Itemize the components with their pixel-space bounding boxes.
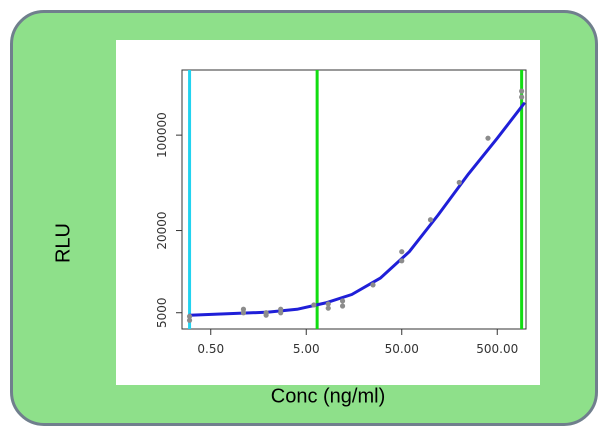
plot-frame (181, 69, 527, 330)
x-tick-label: 0.50 (197, 342, 224, 356)
data-point (456, 179, 462, 186)
data-point (519, 88, 525, 94)
data-point (263, 312, 269, 318)
data-point (399, 258, 405, 264)
chart-svg: 0.50 5.00 50.00 500.00 5000 20000 100000 (155, 69, 527, 356)
plot-card: 0.50 5.00 50.00 500.00 5000 20000 100000 (116, 40, 540, 385)
data-point (339, 298, 346, 304)
data-point (278, 310, 284, 316)
data-point (325, 305, 331, 311)
y-axis-label: RLU (52, 222, 75, 264)
data-point (519, 94, 525, 100)
data-point (427, 217, 434, 223)
fit-curve (188, 102, 526, 317)
data-point (339, 303, 346, 309)
data-point (399, 249, 405, 255)
x-tick-label: 500.00 (476, 342, 518, 356)
y-tick-label: 100000 (155, 112, 169, 158)
x-tick-label: 50.00 (385, 342, 419, 356)
data-point (370, 282, 376, 288)
y-tick-label: 20000 (155, 211, 169, 249)
data-point (311, 302, 317, 308)
data-point (485, 135, 491, 141)
data-point (186, 317, 193, 323)
y-tick-label: 5000 (155, 297, 169, 328)
x-tick-label: 5.00 (293, 342, 320, 356)
data-point (186, 313, 193, 319)
data-point (240, 310, 247, 316)
x-axis-label: Conc (ng/ml) (270, 385, 386, 408)
data-point (325, 301, 331, 307)
